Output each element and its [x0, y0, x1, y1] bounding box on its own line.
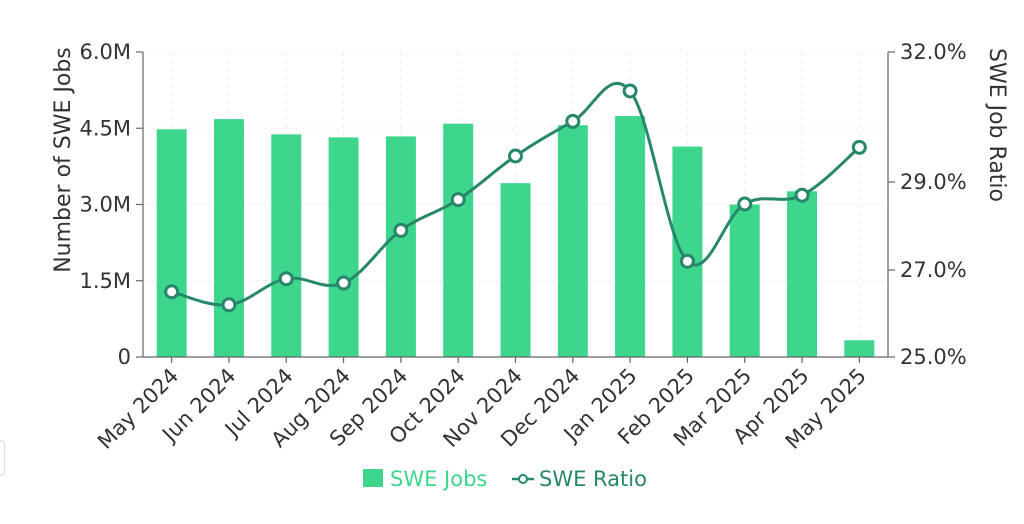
bar-dec-2024[interactable]: [557, 125, 588, 357]
bar-aug-2024[interactable]: [328, 137, 359, 357]
y-right-axis-title: SWE Job Ratio: [984, 48, 1009, 202]
y-right-tick-label: 32.0%: [900, 40, 967, 64]
y-left-tick-label: 6.0M: [79, 40, 131, 64]
bar-oct-2024[interactable]: [443, 123, 474, 357]
y-left-tick-label: 4.5M: [79, 116, 131, 140]
bar-may-2025[interactable]: [844, 340, 875, 357]
legend-swe-jobs-swatch[interactable]: [363, 469, 383, 487]
bar-may-2024[interactable]: [156, 129, 187, 357]
legend-swe-ratio-marker[interactable]: [518, 474, 528, 484]
bars-swe-jobs: [156, 116, 875, 358]
y-left-axis-title: Number of SWE Jobs: [51, 47, 76, 273]
bar-apr-2025[interactable]: [787, 191, 818, 357]
ratio-point-mar-2025[interactable]: [737, 196, 753, 212]
bar-feb-2025[interactable]: [672, 146, 703, 357]
ratio-point-oct-2024[interactable]: [450, 192, 466, 208]
ratio-point-jan-2025[interactable]: [622, 83, 638, 99]
line-swe-ratio: [164, 82, 867, 313]
side-panel-handle[interactable]: [0, 440, 5, 476]
y-right-tick-label: 25.0%: [900, 345, 967, 369]
ratio-point-sep-2024[interactable]: [393, 222, 409, 238]
y-left-tick-label: 3.0M: [79, 193, 131, 217]
ratio-point-aug-2024[interactable]: [336, 275, 352, 291]
legend-swe-ratio-label[interactable]: SWE Ratio: [539, 467, 647, 491]
axes: [136, 51, 895, 363]
bar-nov-2024[interactable]: [500, 183, 531, 357]
ratio-point-may-2025[interactable]: [851, 139, 867, 155]
y-right-tick-label: 27.0%: [900, 258, 967, 282]
bar-mar-2025[interactable]: [729, 204, 760, 358]
ratio-point-jul-2024[interactable]: [278, 271, 294, 287]
y-left-tick-label: 0: [118, 345, 131, 369]
ratio-point-feb-2025[interactable]: [679, 253, 695, 269]
y-left-tick-label: 1.5M: [79, 269, 131, 293]
bar-jan-2025[interactable]: [615, 116, 646, 357]
ratio-point-apr-2025[interactable]: [794, 187, 810, 203]
ratio-point-dec-2024[interactable]: [565, 113, 581, 129]
legend-swe-jobs-label[interactable]: SWE Jobs: [390, 467, 487, 491]
legend: SWE Jobs SWE Ratio: [363, 467, 647, 491]
bar-jun-2024[interactable]: [213, 119, 244, 357]
ratio-point-jun-2024[interactable]: [221, 297, 237, 313]
ratio-point-may-2024[interactable]: [164, 284, 180, 300]
bar-sep-2024[interactable]: [385, 136, 416, 357]
ratio-point-nov-2024[interactable]: [508, 148, 523, 164]
bar-jul-2024[interactable]: [271, 134, 302, 357]
y-right-tick-label: 29.0%: [900, 170, 967, 194]
